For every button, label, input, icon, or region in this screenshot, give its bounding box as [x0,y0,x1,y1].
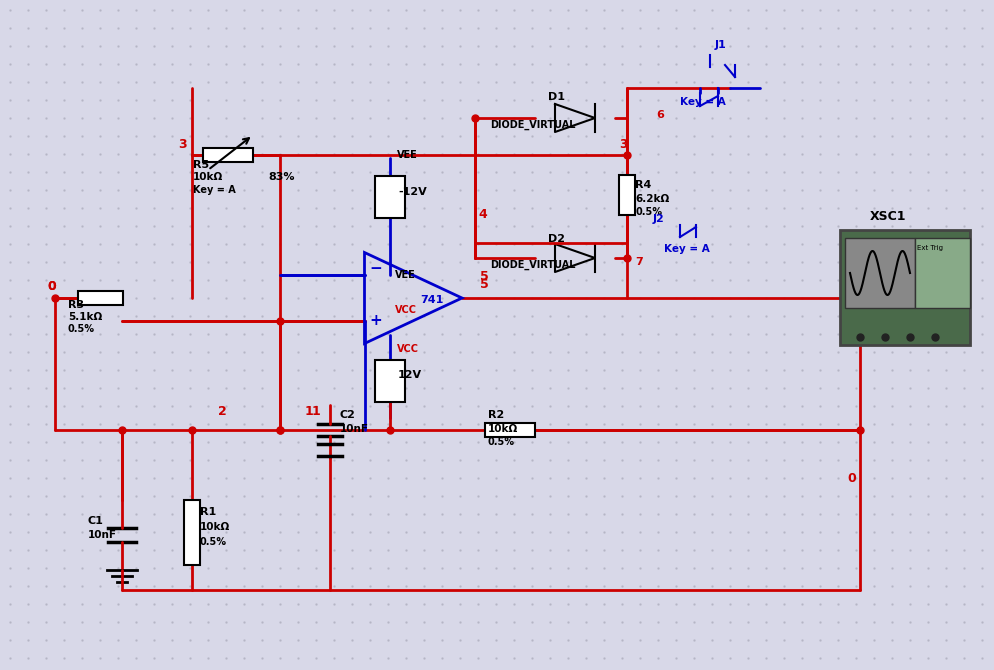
Text: R3: R3 [68,300,84,310]
Text: 10kΩ: 10kΩ [200,522,231,532]
Text: D1: D1 [548,92,565,102]
Text: +: + [370,313,383,328]
Text: C1: C1 [88,516,104,526]
Text: DIODE_VIRTUAL: DIODE_VIRTUAL [490,120,576,130]
Text: 0: 0 [47,280,56,293]
Bar [840,230,970,345]
Text: 0.5%: 0.5% [68,324,95,334]
Text: R2: R2 [488,410,504,420]
Bar [78,291,122,305]
Text: 5: 5 [480,270,489,283]
Text: 12V: 12V [398,370,422,380]
Text: DIODE_VIRTUAL: DIODE_VIRTUAL [490,260,576,270]
Text: VEE: VEE [395,270,415,280]
Text: 5: 5 [480,278,489,291]
Text: 0.5%: 0.5% [488,437,515,447]
Text: VCC: VCC [395,305,417,315]
Text: Ext Trig: Ext Trig [917,245,943,251]
Text: R5: R5 [193,160,209,170]
Text: C2: C2 [340,410,356,420]
Bar [375,176,405,218]
Bar [375,360,405,402]
Text: 3: 3 [619,138,627,151]
Text: 1: 1 [312,405,321,418]
Text: 83%: 83% [268,172,294,182]
Text: 10kΩ: 10kΩ [488,424,518,434]
Text: 6: 6 [656,110,664,120]
Text: 3: 3 [178,138,187,151]
Text: 10nF: 10nF [340,424,369,434]
Bar [184,500,200,565]
Text: XSC1: XSC1 [870,210,907,223]
Text: 7: 7 [635,257,643,267]
Text: 6.2kΩ: 6.2kΩ [635,194,669,204]
Bar [485,423,535,437]
Text: 1: 1 [305,405,314,418]
Text: 10nF: 10nF [88,530,117,540]
Text: Key = A: Key = A [193,185,236,195]
Text: 5.1kΩ: 5.1kΩ [68,312,102,322]
Text: 4: 4 [478,208,487,221]
Text: −: − [370,261,383,276]
Text: 0: 0 [47,280,56,293]
Text: -12V: -12V [398,187,426,197]
Text: 2: 2 [218,405,227,418]
Text: 0.5%: 0.5% [635,207,662,217]
Bar [203,148,253,162]
Text: J1: J1 [715,40,727,50]
Bar [619,175,635,215]
Text: VCC: VCC [397,344,419,354]
Text: 10kΩ: 10kΩ [193,172,224,182]
Text: D2: D2 [548,234,565,244]
Text: R4: R4 [635,180,651,190]
Bar [845,238,915,308]
Text: VEE: VEE [397,150,417,160]
Text: R1: R1 [200,507,217,517]
Text: Key = A: Key = A [664,244,710,254]
Text: 0.5%: 0.5% [200,537,227,547]
Text: 0: 0 [847,472,856,485]
Text: 741: 741 [420,295,443,305]
Text: J2: J2 [653,214,665,224]
Bar [915,238,970,308]
Text: Key = A: Key = A [680,97,726,107]
